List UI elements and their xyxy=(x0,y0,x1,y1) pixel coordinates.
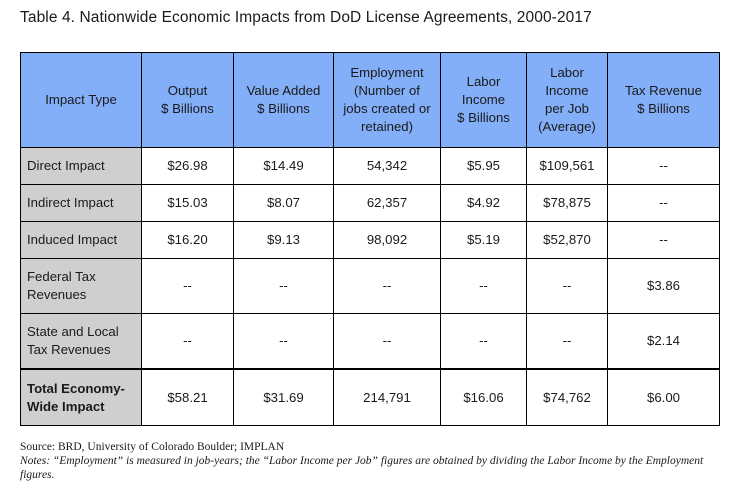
cell-output: $26.98 xyxy=(141,147,234,185)
table-title: Table 4. Nationwide Economic Impacts fro… xyxy=(20,9,592,26)
header-output: Output $ Billions xyxy=(141,52,234,148)
table-row: Direct Impact $26.98 $14.49 54,342 $5.95… xyxy=(20,147,720,185)
row-label: Federal Tax Revenues xyxy=(20,258,142,314)
cell-value-added: -- xyxy=(233,313,334,370)
row-label: State and Local Tax Revenues xyxy=(20,313,142,370)
footnote: Notes: “Employment” is measured in job-y… xyxy=(20,455,704,481)
cell-value-added: $9.13 xyxy=(233,221,334,259)
header-impact-type: Impact Type xyxy=(20,52,142,148)
cell-tax-revenue: $6.00 xyxy=(607,368,720,426)
cell-employment: -- xyxy=(333,258,441,314)
cell-output: $15.03 xyxy=(141,184,234,222)
cell-labor-income: $4.92 xyxy=(440,184,527,222)
cell-value-added: $8.07 xyxy=(233,184,334,222)
cell-tax-revenue: -- xyxy=(607,147,720,185)
total-row: Total Economy- Wide Impact $58.21 $31.69 … xyxy=(20,368,720,426)
cell-output: $58.21 xyxy=(141,368,234,426)
source-note: Source: BRD, University of Colorado Boul… xyxy=(20,441,285,453)
header-value-added: Value Added $ Billions xyxy=(233,52,334,148)
cell-employment: 214,791 xyxy=(333,368,441,426)
table-row: Indirect Impact $15.03 $8.07 62,357 $4.9… xyxy=(20,184,720,222)
cell-output: -- xyxy=(141,313,234,370)
cell-labor-income: -- xyxy=(440,313,527,370)
header-tax-revenue: Tax Revenue $ Billions xyxy=(607,52,720,148)
cell-tax-revenue: $3.86 xyxy=(607,258,720,314)
cell-employment: 62,357 xyxy=(333,184,441,222)
header-labor-income: Labor Income $ Billions xyxy=(440,52,527,148)
cell-employment: -- xyxy=(333,313,441,370)
cell-labor-income: $16.06 xyxy=(440,368,527,426)
cell-tax-revenue: -- xyxy=(607,221,720,259)
cell-output: -- xyxy=(141,258,234,314)
cell-value-added: $31.69 xyxy=(233,368,334,426)
cell-employment: 98,092 xyxy=(333,221,441,259)
cell-tax-revenue: -- xyxy=(607,184,720,222)
cell-value-added: $14.49 xyxy=(233,147,334,185)
cell-labor-income: -- xyxy=(440,258,527,314)
economic-impacts-table: Impact Type Output $ Billions Value Added… xyxy=(20,52,720,426)
table-row: State and Local Tax Revenues -- -- -- -- … xyxy=(20,313,720,370)
row-label: Direct Impact xyxy=(20,147,142,185)
cell-output: $16.20 xyxy=(141,221,234,259)
row-label: Indirect Impact xyxy=(20,184,142,222)
header-labor-income-per-job: Labor Income per Job (Average) xyxy=(526,52,608,148)
row-label: Induced Impact xyxy=(20,221,142,259)
row-label: Total Economy- Wide Impact xyxy=(20,368,142,426)
cell-labor-income-per-job: $78,875 xyxy=(526,184,608,222)
cell-employment: 54,342 xyxy=(333,147,441,185)
cell-labor-income: $5.19 xyxy=(440,221,527,259)
cell-labor-income-per-job: $74,762 xyxy=(526,368,608,426)
header-row: Impact Type Output $ Billions Value Added… xyxy=(20,52,720,148)
table-row: Federal Tax Revenues -- -- -- -- -- $3.86 xyxy=(20,258,720,314)
cell-labor-income-per-job: -- xyxy=(526,258,608,314)
header-employment: Employment (Number of jobs created or retai… xyxy=(333,52,441,148)
cell-value-added: -- xyxy=(233,258,334,314)
cell-labor-income-per-job: $52,870 xyxy=(526,221,608,259)
cell-labor-income-per-job: $109,561 xyxy=(526,147,608,185)
cell-tax-revenue: $2.14 xyxy=(607,313,720,370)
cell-labor-income: $5.95 xyxy=(440,147,527,185)
cell-labor-income-per-job: -- xyxy=(526,313,608,370)
table-row: Induced Impact $16.20 $9.13 98,092 $5.19… xyxy=(20,221,720,259)
